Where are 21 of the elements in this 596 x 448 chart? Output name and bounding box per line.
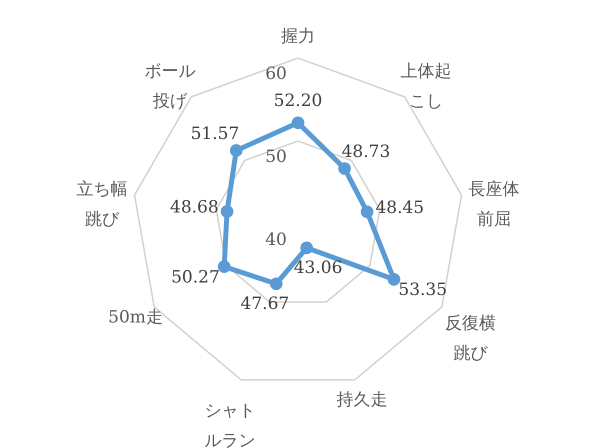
spoke-label: 握力 xyxy=(281,26,315,47)
data-label: 52.20 xyxy=(274,91,322,112)
spoke-label: 50m走 xyxy=(108,308,163,328)
data-label: 53.35 xyxy=(398,280,448,300)
data-label: 48.45 xyxy=(375,198,424,218)
y-tick-label: 60 xyxy=(265,64,287,84)
data-label: 48.68 xyxy=(170,198,219,218)
data-label: 50.27 xyxy=(171,267,220,288)
data-label: 47.67 xyxy=(240,294,290,314)
data-label: 43.06 xyxy=(294,258,342,278)
spoke-label: 立ち幅跳び xyxy=(76,179,128,230)
spoke-label: 長座体前屈 xyxy=(468,179,520,230)
data-label: 51.57 xyxy=(190,124,240,144)
spoke-label: 持久走 xyxy=(336,390,388,410)
y-tick-label: 40 xyxy=(265,230,287,250)
spoke-label: 上体起こし xyxy=(400,61,452,112)
spoke-label: シャトルラン xyxy=(204,401,256,448)
y-tick-label: 50 xyxy=(265,147,287,168)
data-label: 48.73 xyxy=(342,142,390,162)
spoke-label: ボール投げ xyxy=(144,61,196,112)
spoke-label: 反復横跳び xyxy=(445,314,496,364)
